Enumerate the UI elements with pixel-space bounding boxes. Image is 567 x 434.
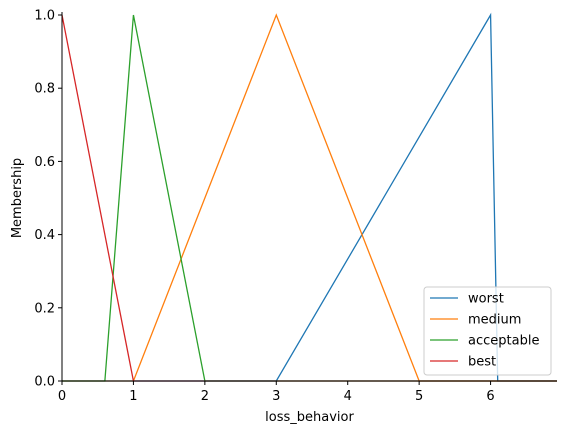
x-tick-label: 2 bbox=[201, 389, 209, 404]
y-axis-label: Membership bbox=[10, 158, 25, 238]
legend: worst medium acceptable best bbox=[423, 286, 552, 376]
legend-label-medium: medium bbox=[468, 313, 521, 328]
y-tick-label: 0.2 bbox=[34, 301, 55, 316]
y-tick-label: 0.8 bbox=[34, 82, 55, 97]
x-tick-label: 6 bbox=[486, 389, 494, 404]
x-tick-label: 0 bbox=[58, 389, 66, 404]
x-tick-label: 4 bbox=[344, 389, 352, 404]
x-tick-label: 3 bbox=[272, 389, 280, 404]
y-tick-label: 0.4 bbox=[34, 228, 55, 243]
x-tick-label: 1 bbox=[129, 389, 137, 404]
legend-label-acceptable: acceptable bbox=[468, 334, 539, 349]
axes: 0 1 2 3 4 5 6 0.0 0.2 0.4 0.6 0.8 1.0 bbox=[34, 9, 557, 404]
x-axis-label: loss_behavior bbox=[265, 410, 354, 425]
legend-label-best: best bbox=[468, 355, 496, 370]
y-ticks: 0.0 0.2 0.4 0.6 0.8 1.0 bbox=[34, 9, 62, 390]
y-tick-label: 0.0 bbox=[34, 375, 55, 390]
legend-items: worst medium acceptable best bbox=[430, 292, 539, 370]
y-tick-label: 1.0 bbox=[34, 9, 55, 24]
x-tick-label: 5 bbox=[415, 389, 423, 404]
legend-label-worst: worst bbox=[468, 292, 504, 307]
y-tick-label: 0.6 bbox=[34, 155, 55, 170]
x-ticks: 0 1 2 3 4 5 6 bbox=[58, 381, 495, 404]
legend-box bbox=[423, 286, 552, 376]
